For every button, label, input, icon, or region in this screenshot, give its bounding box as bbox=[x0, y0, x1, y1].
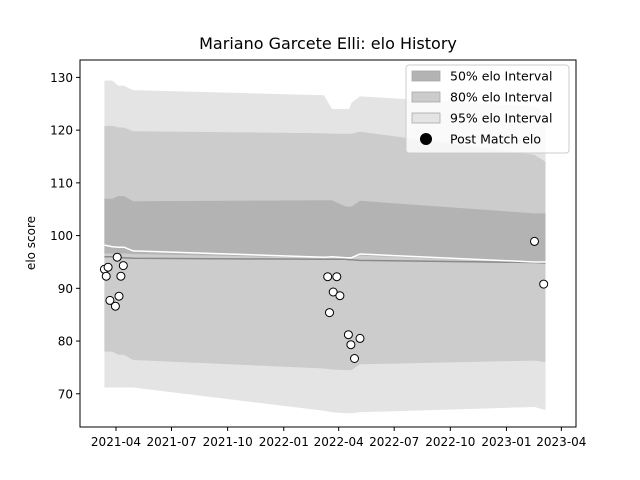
legend-box bbox=[405, 64, 570, 154]
post-match-point bbox=[346, 340, 356, 350]
x-tick-label: 2021-07 bbox=[146, 435, 196, 449]
legend-swatch bbox=[411, 91, 441, 103]
legend-label: 95% elo Interval bbox=[450, 111, 552, 126]
chart-title: Mariano Garcete Elli: elo History bbox=[199, 34, 457, 53]
y-axis-label: elo score bbox=[24, 216, 38, 270]
legend-label: 50% elo Interval bbox=[450, 69, 552, 84]
y-tick-label: 130 bbox=[50, 71, 73, 85]
legend-swatch bbox=[411, 112, 441, 124]
post-match-point bbox=[103, 262, 113, 272]
band-50-interval bbox=[104, 196, 546, 263]
post-match-point bbox=[112, 252, 122, 262]
post-match-point bbox=[110, 301, 120, 311]
y-tick-label: 100 bbox=[50, 229, 73, 243]
legend-swatch bbox=[411, 70, 441, 82]
post-match-point bbox=[105, 295, 115, 305]
axes: 70 80 90 100 110 120 130 2021-04 2021-07 2021-10 2… bbox=[50, 59, 586, 449]
x-tick-label: 2021-10 bbox=[203, 435, 253, 449]
x-tick-label: 2023-01 bbox=[481, 435, 531, 449]
post-match-point bbox=[350, 354, 359, 363]
post-match-point bbox=[101, 271, 111, 281]
x-tick-label: 2023-04 bbox=[536, 435, 586, 449]
post-match-point bbox=[114, 291, 124, 301]
post-match-point bbox=[328, 287, 338, 297]
x-tick-label: 2022-07 bbox=[369, 435, 419, 449]
legend-label: 80% elo Interval bbox=[450, 90, 552, 105]
legend: 50% elo Interval 80% elo Interval 95% elo … bbox=[405, 64, 570, 154]
post-match-point bbox=[325, 308, 334, 318]
y-tick-label: 110 bbox=[50, 176, 73, 190]
post-match-point bbox=[530, 236, 539, 246]
y-tick-label: 120 bbox=[50, 124, 73, 138]
legend-label: Post Match elo bbox=[450, 132, 541, 147]
post-match-point bbox=[118, 261, 128, 271]
x-tick-label: 2022-10 bbox=[425, 435, 475, 449]
legend-marker-swatch bbox=[420, 133, 432, 145]
y-tick-label: 80 bbox=[58, 335, 73, 349]
post-match-point bbox=[343, 330, 353, 340]
post-match-point bbox=[335, 291, 345, 301]
post-match-point bbox=[323, 272, 333, 282]
post-match-point bbox=[332, 272, 342, 282]
x-tick-label: 2021-04 bbox=[91, 435, 141, 449]
x-tick-label: 2022-04 bbox=[314, 435, 364, 449]
post-match-point bbox=[355, 333, 365, 343]
y-tick-label: 90 bbox=[58, 282, 73, 296]
axes-frame bbox=[79, 59, 577, 428]
plot-area bbox=[99, 80, 549, 414]
x-tick-label: 2022-01 bbox=[259, 435, 309, 449]
y-tick-label: 70 bbox=[58, 387, 73, 401]
mean-line bbox=[104, 244, 546, 263]
post-match-point bbox=[116, 271, 126, 281]
post-match-point bbox=[539, 279, 549, 289]
